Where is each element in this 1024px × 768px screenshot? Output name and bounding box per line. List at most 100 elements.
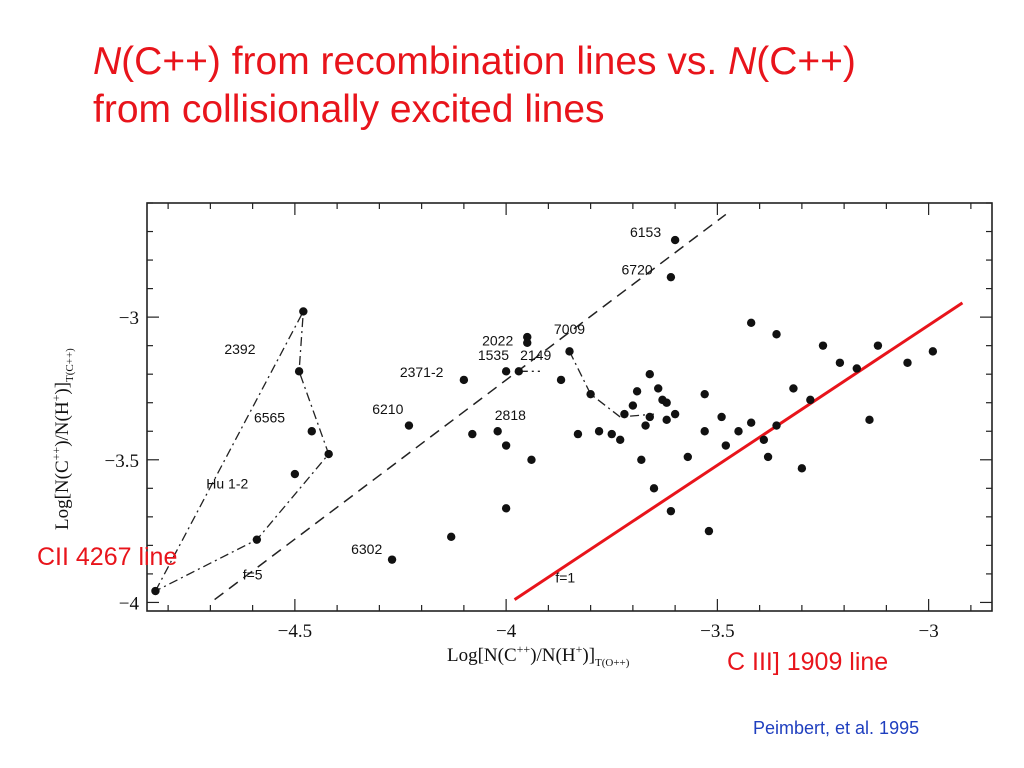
data-point: [806, 395, 815, 405]
x-label-sup-1: ++: [517, 642, 531, 656]
y-label-part-1: Log[N(C: [52, 460, 73, 530]
slide-title: N(C++) from recombination lines vs. N(C+…: [93, 38, 1013, 134]
data-point: [670, 409, 680, 419]
point-label: 6153: [630, 224, 661, 240]
axis-ticks: −4.5 −4 −3.5 −3 −4 −3.5 −3: [105, 202, 992, 642]
data-point: [772, 330, 781, 339]
x-label-sup-2: +: [576, 642, 583, 656]
title-text-2: (C++): [756, 40, 856, 83]
data-point: [772, 421, 781, 430]
data-point: [700, 427, 709, 436]
point-label: 6565: [254, 410, 285, 426]
data-point: [514, 367, 523, 376]
data-point: [299, 307, 308, 316]
data-point: [865, 415, 874, 425]
x-label-part-2: )/N(H: [530, 645, 576, 666]
point-label: 7009: [554, 321, 585, 337]
title-n-italic-1: N: [93, 40, 122, 83]
y-label-sub: T(C++): [64, 348, 76, 382]
y-tick-label: −3: [119, 308, 139, 329]
data-point: [763, 452, 773, 462]
point-label: 2371-2: [400, 364, 444, 380]
data-point: [645, 369, 654, 379]
data-point: [641, 421, 650, 430]
data-point: [252, 535, 262, 544]
data-point: [645, 412, 654, 422]
point-label: Hu 1-2: [206, 475, 248, 491]
data-point: [290, 469, 300, 479]
data-point: [387, 555, 397, 564]
point-label: 2149: [520, 347, 551, 363]
plot-frame: [146, 202, 993, 612]
data-point: [670, 235, 680, 245]
data-point: [594, 427, 604, 436]
citation-credit: Peimbert, et al. 1995: [753, 718, 920, 738]
data-point: [700, 389, 709, 399]
data-point: [637, 455, 646, 464]
data-point: [662, 415, 671, 425]
y-tick-label: −3.5: [105, 451, 139, 472]
title-line-1: N(C++) from recombination lines vs. N(C+…: [93, 38, 1013, 86]
reference-line-f1: [513, 301, 964, 601]
y-axis-label: Log[N(C++)/N(H+)]T(C++): [49, 348, 76, 530]
data-point: [746, 318, 756, 328]
data-point: [789, 384, 798, 393]
data-point: [523, 332, 532, 342]
data-point: [717, 412, 726, 422]
x-axis-label: Log[N(C++)/N(H+)]T(O++): [447, 642, 630, 669]
data-point: [501, 367, 511, 376]
data-point: [493, 427, 502, 436]
y-label-part-2: )/N(H: [52, 401, 73, 447]
data-point: [151, 586, 160, 596]
data-point: [607, 429, 616, 439]
point-label: 2392: [224, 341, 255, 357]
data-point: [759, 435, 769, 445]
data-point: [459, 375, 469, 385]
data-point: [666, 506, 676, 516]
point-label: 2818: [495, 407, 526, 423]
data-point: [852, 364, 861, 373]
data-point: [666, 272, 676, 282]
data-point: [573, 429, 583, 439]
data-point: [835, 358, 845, 367]
data-point: [818, 341, 828, 350]
data-point: [501, 441, 511, 450]
data-point: [704, 526, 714, 536]
y-label-sup-1: ++: [49, 447, 63, 461]
data-point: [873, 341, 883, 350]
data-point: [307, 427, 316, 436]
cii-annotation: CII 4267 line: [37, 543, 178, 571]
dashdot-connector: [568, 351, 655, 418]
data-point: [565, 347, 574, 356]
x-tick-label: −4: [496, 621, 517, 642]
data-point: [662, 398, 671, 407]
x-label-part-1: Log[N(C: [447, 645, 517, 666]
data-point: [734, 427, 743, 436]
data-point: [746, 418, 756, 427]
data-point: [527, 455, 536, 464]
data-point: [468, 429, 477, 439]
data-point: [903, 358, 912, 367]
y-label-part-3: )]: [52, 382, 73, 395]
point-label: 2022: [482, 333, 513, 349]
point-label: 6720: [622, 261, 653, 277]
data-point: [556, 375, 566, 385]
data-point: [628, 401, 638, 410]
data-point: [797, 464, 807, 473]
title-line-2: from collisionally excited lines: [93, 88, 605, 131]
data-point: [586, 389, 595, 399]
x-label-part-3: )]: [582, 645, 595, 666]
data-point: [620, 409, 629, 419]
title-text-1: (C++) from recombination lines vs.: [121, 40, 729, 83]
y-tick-label: −4: [119, 593, 140, 614]
data-point: [294, 367, 304, 376]
x-tick-label: −3.5: [700, 621, 734, 642]
dashdot-connector: [154, 311, 330, 592]
point-label: f=5: [243, 567, 263, 583]
reference-lines: [154, 213, 964, 601]
data-point: [404, 421, 414, 430]
data-point: [616, 435, 625, 445]
point-label: 1535: [478, 347, 509, 363]
